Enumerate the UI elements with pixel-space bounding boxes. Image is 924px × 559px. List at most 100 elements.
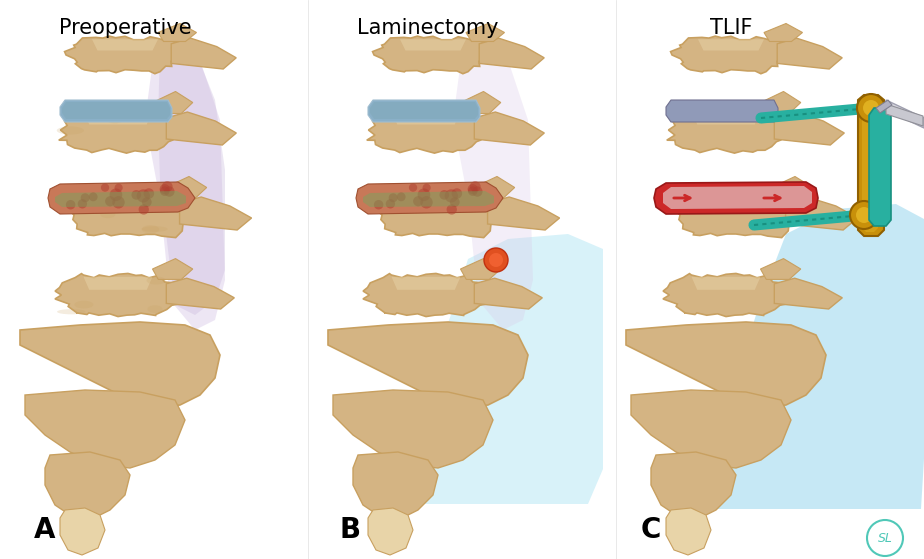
Polygon shape <box>152 92 193 113</box>
Ellipse shape <box>148 305 163 313</box>
Ellipse shape <box>75 192 97 200</box>
Ellipse shape <box>73 108 98 119</box>
Polygon shape <box>392 111 460 125</box>
Circle shape <box>418 188 431 201</box>
Polygon shape <box>785 197 857 230</box>
Circle shape <box>472 186 482 197</box>
Circle shape <box>113 196 125 209</box>
Polygon shape <box>460 259 501 280</box>
Polygon shape <box>60 100 172 122</box>
Polygon shape <box>691 277 760 290</box>
Circle shape <box>863 100 879 116</box>
Polygon shape <box>55 273 182 316</box>
Polygon shape <box>158 50 225 315</box>
Circle shape <box>389 193 397 202</box>
Polygon shape <box>691 111 760 125</box>
Circle shape <box>89 192 98 201</box>
Circle shape <box>868 105 874 111</box>
Polygon shape <box>152 259 193 280</box>
Ellipse shape <box>57 309 86 314</box>
Polygon shape <box>473 177 515 198</box>
Text: TLIF: TLIF <box>710 18 752 38</box>
Polygon shape <box>631 390 791 468</box>
Polygon shape <box>876 100 892 113</box>
Polygon shape <box>488 197 560 230</box>
Polygon shape <box>65 36 183 74</box>
Polygon shape <box>774 278 843 309</box>
Circle shape <box>78 199 87 209</box>
Circle shape <box>446 205 456 215</box>
Polygon shape <box>667 107 785 153</box>
Circle shape <box>385 199 395 209</box>
Polygon shape <box>166 112 237 145</box>
Polygon shape <box>20 322 220 408</box>
Circle shape <box>137 190 150 202</box>
Ellipse shape <box>141 225 159 233</box>
Text: Laminectomy: Laminectomy <box>358 18 499 38</box>
Circle shape <box>468 186 478 196</box>
Circle shape <box>110 188 122 201</box>
Polygon shape <box>777 38 842 69</box>
Text: B: B <box>339 516 360 544</box>
Polygon shape <box>368 100 480 122</box>
Polygon shape <box>356 182 503 214</box>
Polygon shape <box>886 104 923 126</box>
Circle shape <box>468 184 478 195</box>
Polygon shape <box>372 36 491 74</box>
Circle shape <box>162 181 173 192</box>
Polygon shape <box>165 177 207 198</box>
Polygon shape <box>698 39 764 50</box>
Text: A: A <box>34 516 55 544</box>
Polygon shape <box>460 92 501 113</box>
Circle shape <box>440 190 449 200</box>
Polygon shape <box>760 92 801 113</box>
Polygon shape <box>671 36 788 74</box>
Polygon shape <box>69 192 191 238</box>
Polygon shape <box>700 196 772 210</box>
Circle shape <box>105 196 116 206</box>
Polygon shape <box>48 182 195 214</box>
Circle shape <box>413 196 423 206</box>
Ellipse shape <box>141 226 168 232</box>
Circle shape <box>143 188 154 199</box>
Polygon shape <box>377 192 499 238</box>
Polygon shape <box>886 100 924 128</box>
Polygon shape <box>83 277 152 290</box>
Polygon shape <box>25 390 185 468</box>
Circle shape <box>489 253 503 267</box>
Circle shape <box>450 197 459 207</box>
Circle shape <box>80 193 90 202</box>
Polygon shape <box>453 45 533 330</box>
Circle shape <box>444 190 458 202</box>
Circle shape <box>160 186 170 196</box>
Polygon shape <box>328 322 528 408</box>
Polygon shape <box>858 95 884 236</box>
Polygon shape <box>363 273 490 316</box>
Polygon shape <box>716 204 924 509</box>
Polygon shape <box>403 196 473 210</box>
Polygon shape <box>62 102 170 119</box>
Polygon shape <box>83 111 152 125</box>
Polygon shape <box>413 234 603 504</box>
Polygon shape <box>158 23 197 41</box>
Circle shape <box>850 201 878 229</box>
Polygon shape <box>466 23 505 41</box>
Polygon shape <box>626 322 826 408</box>
Polygon shape <box>55 191 186 207</box>
Circle shape <box>115 184 123 192</box>
Circle shape <box>420 196 432 209</box>
Polygon shape <box>666 100 778 122</box>
Circle shape <box>374 200 383 210</box>
Polygon shape <box>663 273 790 316</box>
Polygon shape <box>474 278 542 309</box>
Polygon shape <box>166 278 235 309</box>
Text: SL: SL <box>878 532 893 544</box>
Polygon shape <box>363 191 494 207</box>
Polygon shape <box>474 112 544 145</box>
Polygon shape <box>862 97 878 232</box>
Ellipse shape <box>147 277 165 285</box>
Circle shape <box>861 212 868 218</box>
Polygon shape <box>92 39 158 50</box>
Polygon shape <box>869 108 891 226</box>
Ellipse shape <box>106 115 124 124</box>
